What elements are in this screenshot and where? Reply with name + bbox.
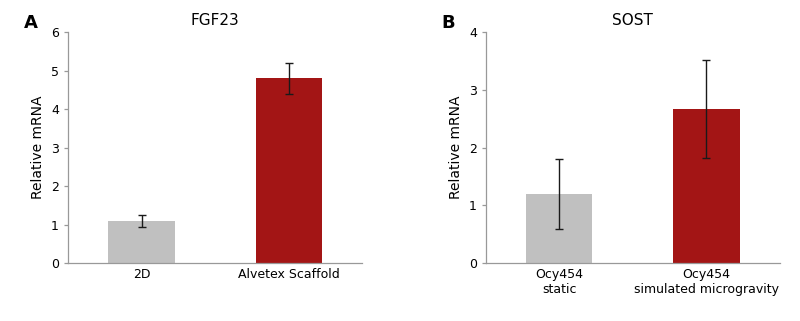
Bar bbox=[526, 194, 593, 263]
Text: A: A bbox=[24, 13, 38, 31]
Bar bbox=[109, 221, 174, 263]
Bar bbox=[674, 109, 739, 263]
Title: FGF23: FGF23 bbox=[190, 13, 239, 28]
Y-axis label: Relative mRNA: Relative mRNA bbox=[450, 96, 463, 199]
Text: B: B bbox=[442, 13, 455, 31]
Y-axis label: Relative mRNA: Relative mRNA bbox=[31, 96, 46, 199]
Title: SOST: SOST bbox=[613, 13, 654, 28]
Bar bbox=[255, 78, 322, 263]
